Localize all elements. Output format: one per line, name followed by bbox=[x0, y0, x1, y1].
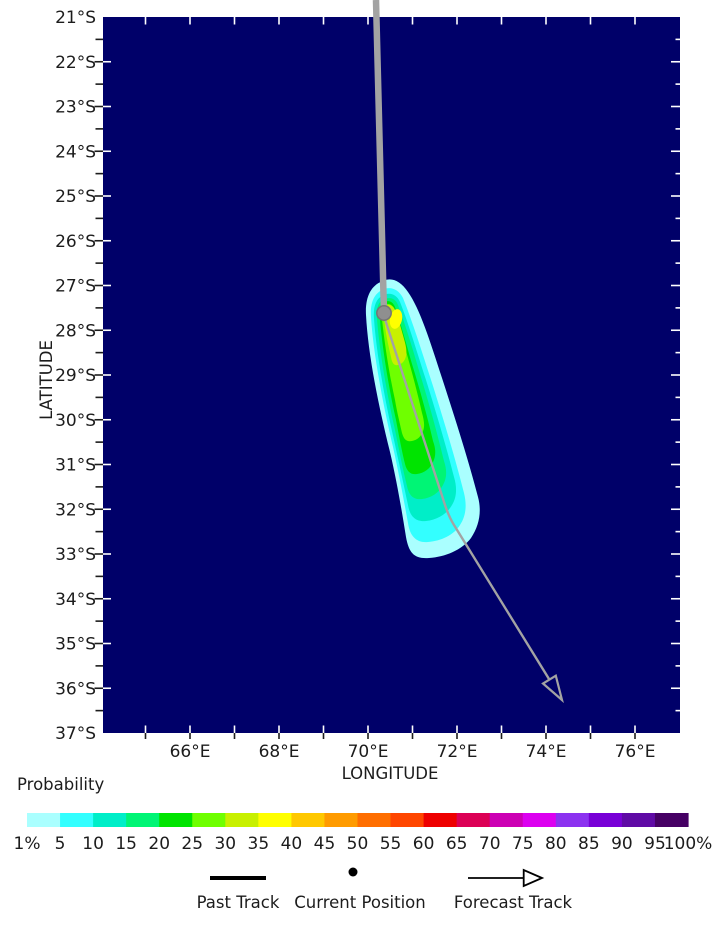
colorbar-band bbox=[291, 813, 326, 827]
lon-tick-label: 76°E bbox=[615, 742, 656, 762]
colorbar-tick-label: 25 bbox=[181, 834, 203, 854]
colorbar-tick-label: 65 bbox=[446, 834, 468, 854]
lat-tick-label: 21°S bbox=[55, 8, 96, 28]
colorbar-band bbox=[159, 813, 193, 827]
colorbar-tick-label: 75 bbox=[512, 834, 534, 854]
plume-band-35pct bbox=[389, 309, 403, 329]
colorbar-tick-label: 70 bbox=[479, 834, 501, 854]
colorbar-band bbox=[258, 813, 292, 827]
colorbar-tick-label: 40 bbox=[281, 834, 303, 854]
colorbar-tick-label: 60 bbox=[413, 834, 435, 854]
colorbar-band bbox=[357, 813, 392, 827]
lat-tick-label: 22°S bbox=[55, 53, 96, 73]
lat-tick-label: 36°S bbox=[55, 679, 96, 699]
legend-forecast-track-label: Forecast Track bbox=[454, 893, 573, 912]
lat-tick-label: 28°S bbox=[55, 321, 96, 341]
forecast-track-line bbox=[381, 312, 551, 681]
latitude-tick-labels: 21°S 22°S 23°S 24°S 25°S 26°S 27°S 28°S 29°S 30°S… bbox=[55, 8, 96, 744]
colorbar-band bbox=[390, 813, 425, 827]
longitude-tick-labels: 66°E 68°E 70°E 72°E 74°E 76°E bbox=[170, 742, 656, 762]
lat-tick-label: 34°S bbox=[55, 590, 96, 610]
past-track-line bbox=[372, 0, 388, 310]
colorbar-tick-label: 30 bbox=[214, 834, 236, 854]
legend-current-position-dot-icon bbox=[348, 867, 358, 877]
forecast-track-arrowhead-icon bbox=[541, 673, 564, 704]
colorbar-band bbox=[27, 813, 61, 827]
lat-tick-label: 31°S bbox=[55, 456, 96, 476]
colorbar-band bbox=[555, 813, 590, 827]
colorbar-tick-label: 55 bbox=[380, 834, 402, 854]
colorbar-tick-label: 15 bbox=[115, 834, 137, 854]
colorbar-title: Probability bbox=[17, 775, 104, 794]
colorbar-band bbox=[456, 813, 491, 827]
x-axis-title: LONGITUDE bbox=[342, 764, 439, 783]
colorbar-tick-label: 5 bbox=[55, 834, 66, 854]
colorbar-band bbox=[225, 813, 259, 827]
colorbar-band bbox=[423, 813, 458, 827]
colorbar-tick-label: 20 bbox=[148, 834, 170, 854]
lat-tick-label: 30°S bbox=[55, 411, 96, 431]
lat-tick-label: 29°S bbox=[55, 366, 96, 386]
colorbar-tick-label: 35 bbox=[248, 834, 270, 854]
legend-forecast-arrowhead-icon bbox=[522, 868, 545, 888]
plume-band-30pct bbox=[383, 305, 407, 366]
lon-tick-label: 70°E bbox=[348, 742, 389, 762]
colorbar-tick-label: 85 bbox=[578, 834, 600, 854]
lat-tick-label: 26°S bbox=[55, 232, 96, 252]
colorbar-band bbox=[588, 813, 623, 827]
lon-tick-label: 68°E bbox=[259, 742, 300, 762]
lat-tick-label: 37°S bbox=[55, 724, 96, 744]
colorbar-band bbox=[489, 813, 524, 827]
lat-tick-label: 24°S bbox=[55, 142, 96, 162]
lon-tick-label: 66°E bbox=[170, 742, 211, 762]
current-position-marker bbox=[376, 305, 392, 321]
colorbar-band bbox=[654, 813, 689, 827]
lon-tick-label: 74°E bbox=[526, 742, 567, 762]
colorbar-band bbox=[192, 813, 226, 827]
colorbar-band bbox=[60, 813, 94, 827]
colorbar-band bbox=[522, 813, 557, 827]
lat-tick-label: 27°S bbox=[55, 277, 96, 297]
lon-tick-label: 72°E bbox=[437, 742, 478, 762]
colorbar-band bbox=[126, 813, 160, 827]
lat-tick-label: 33°S bbox=[55, 545, 96, 565]
legend-past-track-label: Past Track bbox=[197, 893, 280, 912]
outside-axis-ticks bbox=[94, 38, 636, 739]
colorbar-tick-label: 10 bbox=[82, 834, 104, 854]
lat-tick-label: 25°S bbox=[55, 187, 96, 207]
colorbar-tick-label: 95 bbox=[644, 834, 666, 854]
colorbar-tick-label: 80 bbox=[545, 834, 567, 854]
lat-tick-label: 35°S bbox=[55, 635, 96, 655]
colorbar-tick-label: 50 bbox=[347, 834, 369, 854]
lat-tick-label: 23°S bbox=[55, 98, 96, 118]
colorbar-band bbox=[93, 813, 127, 827]
colorbar-tick-label: 100% bbox=[664, 834, 713, 854]
colorbar-tick-label: 1% bbox=[14, 834, 41, 854]
colorbar-band bbox=[621, 813, 656, 827]
inside-axis-ticks bbox=[103, 17, 680, 733]
colorbar-tick-labels: 1% 5 10 15 20 25 30 35 40 45 50 55 60 65 70 75 80 85 90 951… bbox=[14, 834, 713, 854]
legend: Past Track Current Position Forecast Tra… bbox=[197, 867, 573, 912]
colorbar-tick-label: 90 bbox=[611, 834, 633, 854]
colorbar bbox=[27, 813, 689, 827]
legend-current-position-label: Current Position bbox=[294, 893, 425, 912]
y-axis-title: LATITUDE bbox=[37, 340, 56, 420]
colorbar-tick-label: 45 bbox=[314, 834, 336, 854]
colorbar-band bbox=[324, 813, 359, 827]
lat-tick-label: 32°S bbox=[55, 500, 96, 520]
